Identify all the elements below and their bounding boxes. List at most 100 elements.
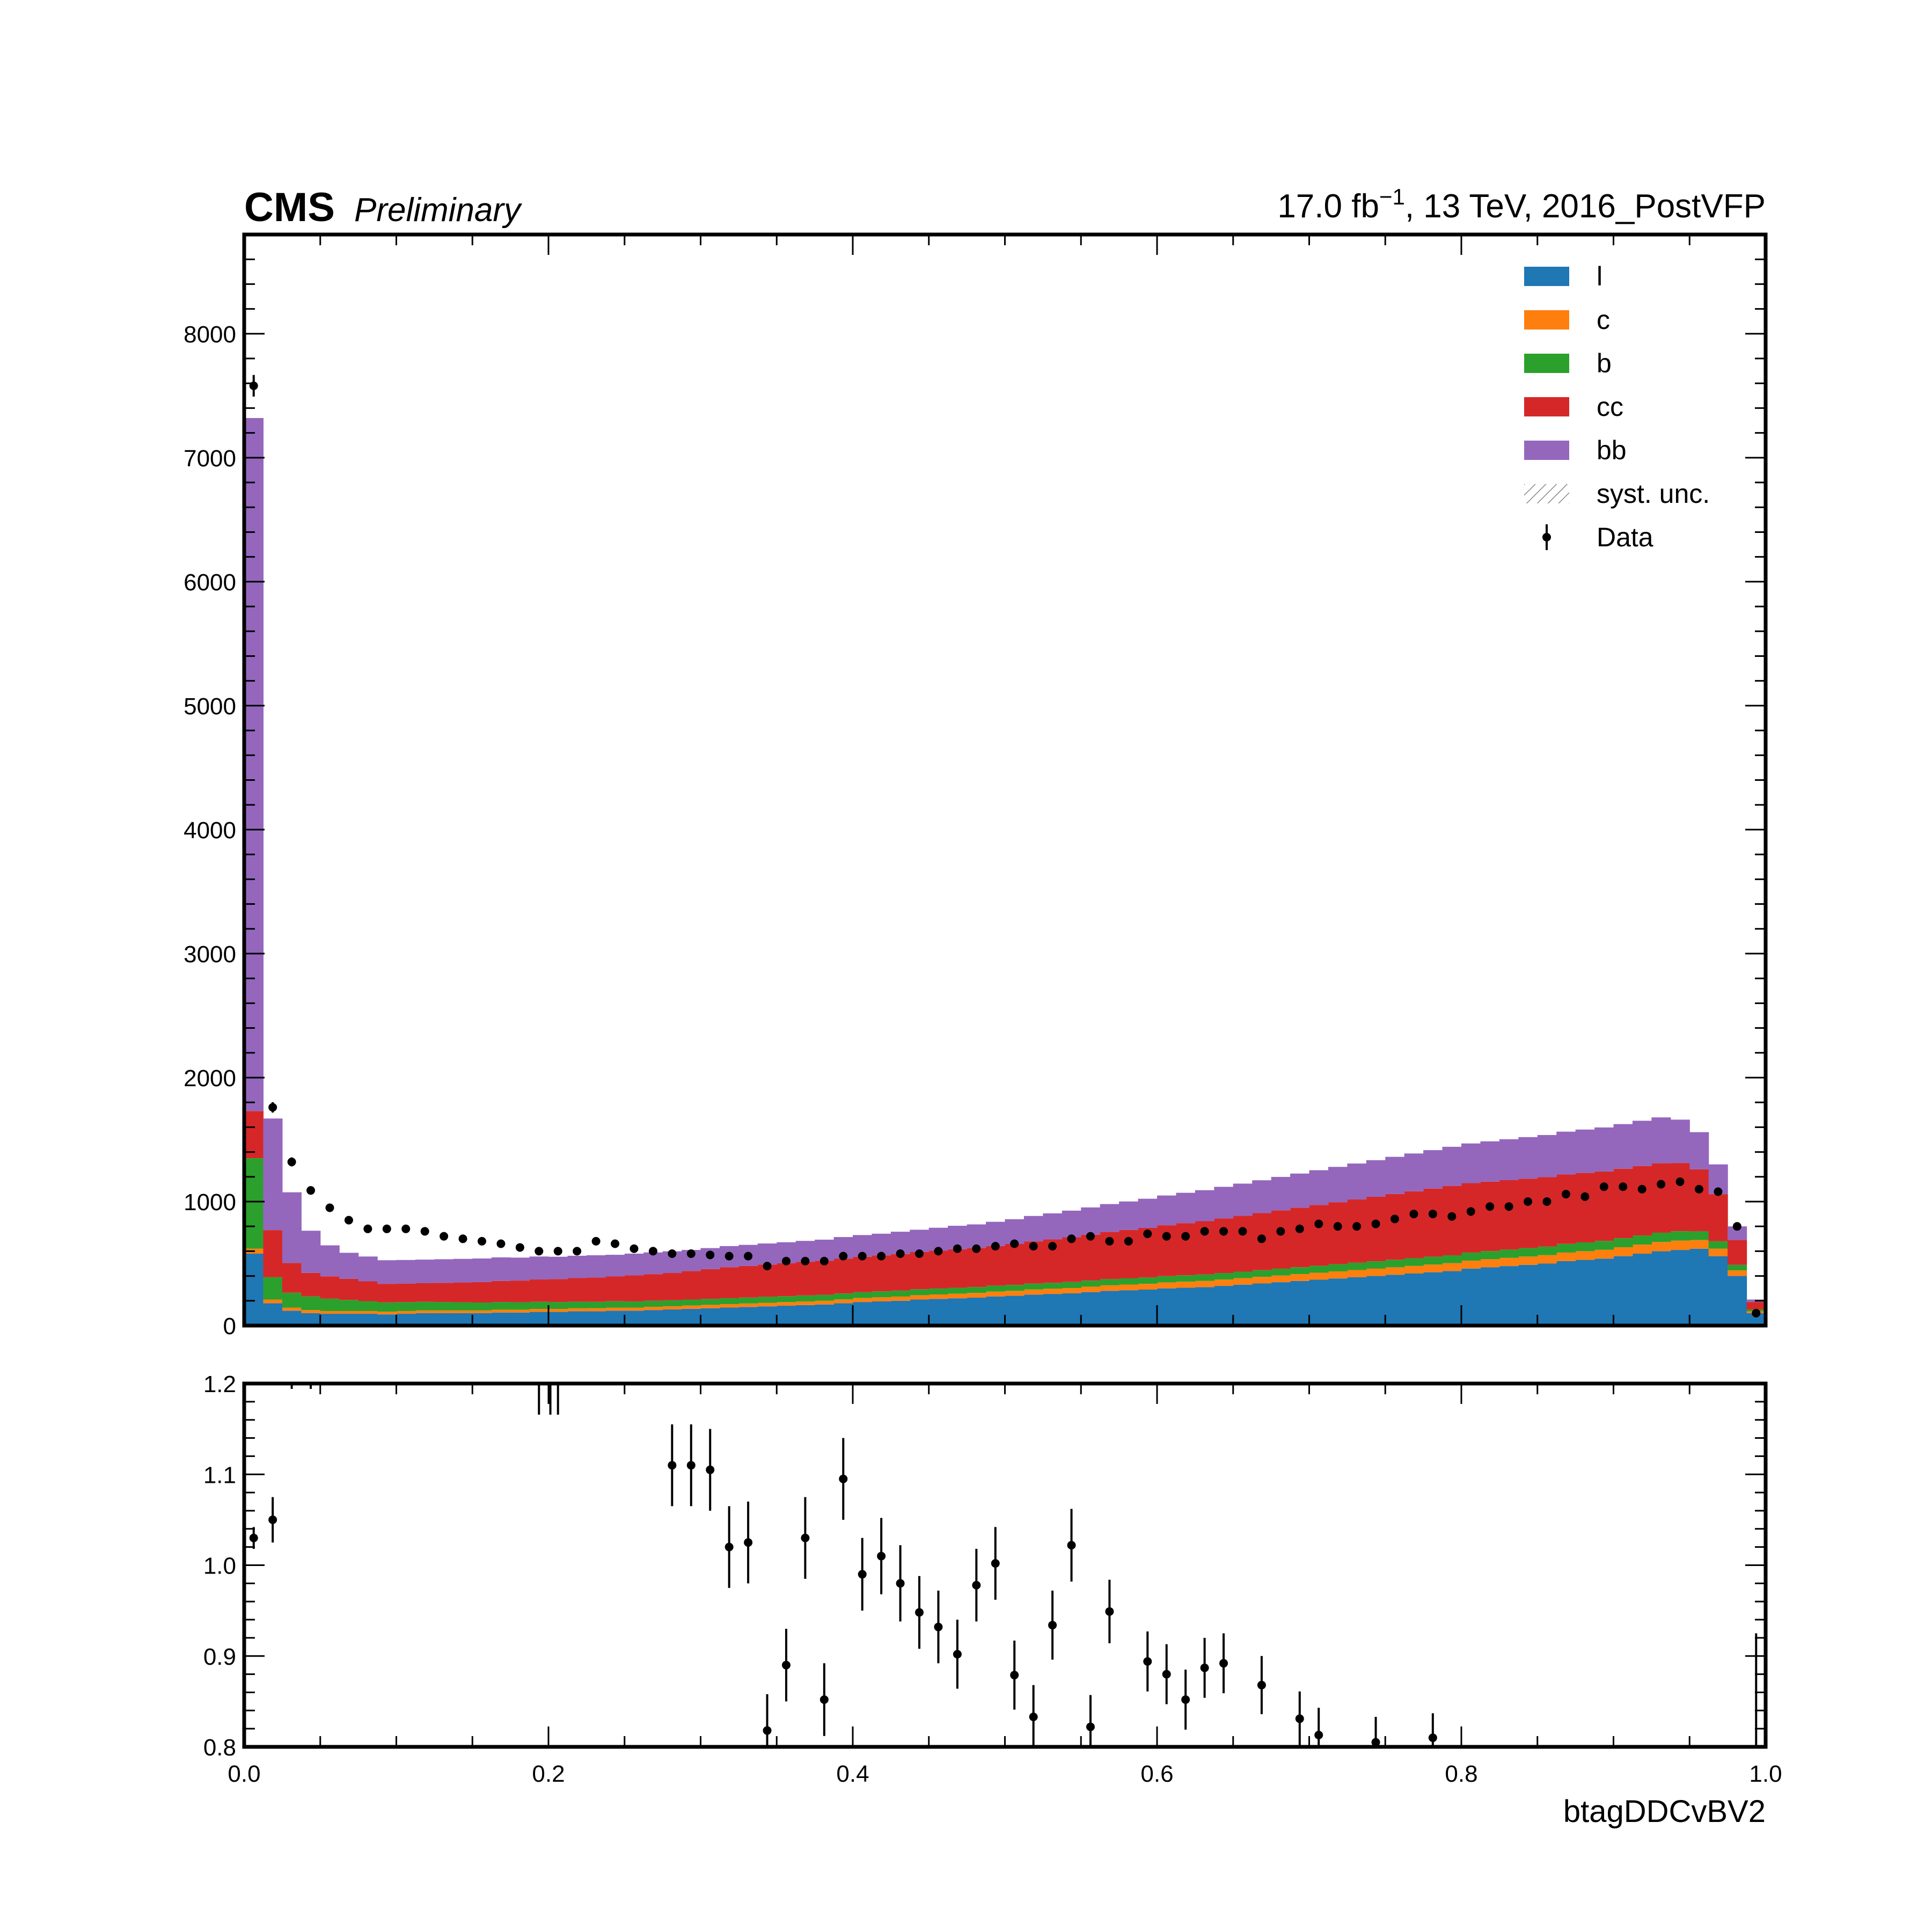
bar-cc <box>1613 1168 1633 1239</box>
ratio-point <box>724 1542 734 1552</box>
legend-label: bb <box>1597 435 1627 465</box>
bar-c <box>757 1302 777 1307</box>
bar-bb <box>605 1255 625 1277</box>
bar-c <box>738 1303 758 1307</box>
series-l <box>244 1248 1766 1326</box>
bar-cc <box>1632 1166 1652 1236</box>
ratio-point <box>1181 1695 1190 1704</box>
data-point <box>1657 1180 1666 1189</box>
bar-c <box>1461 1260 1481 1269</box>
lumi-rest: , 13 TeV, 2016_PostVFP <box>1405 188 1766 225</box>
bar-bb <box>1195 1190 1214 1221</box>
bar-b <box>244 1158 264 1249</box>
data-point <box>1714 1187 1723 1196</box>
ratio-point <box>972 1580 981 1590</box>
x-tick-label: 0.8 <box>1445 1761 1477 1787</box>
data-point <box>1675 1177 1685 1187</box>
bar-cc <box>605 1276 625 1301</box>
ratio-y-tick-label: 1.2 <box>203 1371 236 1397</box>
legend-entry: cc <box>1524 392 1623 422</box>
bar-b <box>415 1301 435 1311</box>
bar-bb <box>1347 1163 1367 1200</box>
bar-l <box>815 1304 835 1326</box>
ratio-point <box>1105 1607 1114 1616</box>
data-point <box>591 1236 601 1246</box>
bar-bb <box>1689 1132 1709 1169</box>
bar-bb <box>1480 1141 1500 1182</box>
bar-c <box>377 1312 397 1315</box>
data-point <box>401 1224 411 1233</box>
bar-b <box>777 1296 796 1302</box>
bar-l <box>833 1303 853 1326</box>
bar-l <box>1708 1256 1728 1326</box>
data-point <box>1238 1227 1247 1236</box>
bar-c <box>282 1307 302 1311</box>
bar-b <box>529 1301 549 1309</box>
data-point <box>287 1158 296 1167</box>
bar-c <box>986 1291 1006 1297</box>
bar-bb <box>1385 1157 1405 1194</box>
bar-c <box>1271 1275 1291 1283</box>
bar-cc <box>301 1272 321 1297</box>
bar-b <box>605 1301 625 1308</box>
bar-cc <box>586 1277 606 1302</box>
bar-l <box>586 1311 606 1326</box>
bar-l <box>757 1306 777 1326</box>
bar-c <box>1499 1257 1519 1267</box>
bar-cc <box>453 1282 473 1302</box>
legend-label: Data <box>1597 522 1653 552</box>
legend-entry: Data <box>1542 522 1653 552</box>
bar-b <box>948 1287 968 1294</box>
bar-l <box>662 1309 682 1326</box>
data-point <box>953 1244 962 1253</box>
bar-bb <box>967 1224 986 1248</box>
bar-b <box>1385 1260 1405 1268</box>
ratio-point <box>1200 1663 1209 1672</box>
bar-cc <box>548 1279 568 1302</box>
data-point <box>724 1252 734 1261</box>
bar-cc <box>1461 1183 1481 1253</box>
bar-c <box>1233 1278 1253 1285</box>
bar-bb <box>624 1254 644 1276</box>
bar-l <box>1404 1273 1424 1326</box>
data-point <box>1447 1212 1457 1221</box>
bar-cc <box>1214 1218 1234 1274</box>
bar-c <box>1518 1256 1538 1265</box>
bar-l <box>643 1310 663 1326</box>
bar-cc <box>244 1111 264 1159</box>
bar-bb <box>1366 1160 1386 1197</box>
bar-b <box>1708 1241 1728 1249</box>
data-point <box>1466 1207 1475 1216</box>
bar-l <box>1309 1279 1329 1326</box>
bar-c <box>1043 1289 1063 1294</box>
ratio-plot-area: 0.8 0.9 1.0 1.1 1.2 <box>203 1371 1768 1761</box>
data-point <box>1048 1242 1057 1251</box>
x-tick-label: 0.6 <box>1140 1761 1173 1787</box>
legend-label: l <box>1597 261 1602 291</box>
bar-bb <box>529 1256 549 1280</box>
bar-b <box>548 1302 568 1309</box>
bar-cc <box>472 1282 492 1303</box>
bar-bb <box>1252 1180 1272 1213</box>
legend-swatch-hatch <box>1524 484 1569 503</box>
ratio-point <box>991 1559 1000 1568</box>
ratio-point <box>249 1533 258 1542</box>
x-tick-label: 0.0 <box>228 1761 260 1787</box>
bar-b <box>1195 1274 1214 1281</box>
bar-b <box>1328 1264 1348 1272</box>
bar-l <box>1233 1284 1253 1326</box>
bar-bb <box>1309 1170 1329 1205</box>
bar-bb <box>358 1256 378 1282</box>
ratio-point <box>268 1515 277 1524</box>
bar-bb <box>1043 1213 1063 1240</box>
ratio-point <box>744 1538 753 1547</box>
bar-b <box>910 1289 930 1296</box>
bar-bb <box>1271 1177 1291 1211</box>
bar-c <box>1347 1270 1367 1277</box>
bar-l <box>1366 1276 1386 1326</box>
bar-c <box>1252 1277 1272 1284</box>
ratio-point <box>706 1465 715 1474</box>
bar-c <box>1442 1263 1462 1271</box>
bar-l <box>719 1307 739 1326</box>
bar-bb <box>491 1257 511 1281</box>
